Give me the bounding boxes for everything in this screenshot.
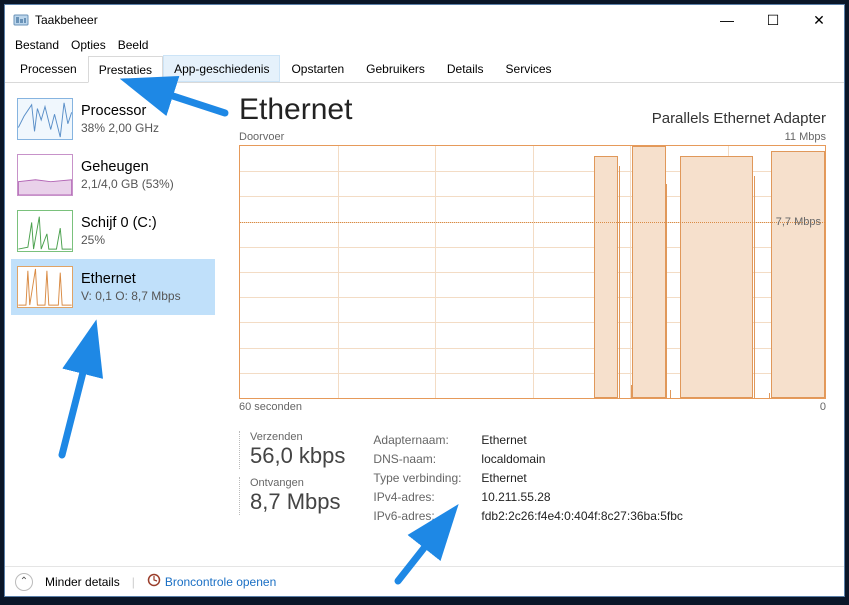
stat-value: 56,0 kbps <box>250 443 345 469</box>
titlebar: Taakbeheer — ☐ ✕ <box>5 5 844 35</box>
stats-row: Verzenden56,0 kbps Ontvangen8,7 Mbps Adap… <box>239 431 826 526</box>
content-area: Processor38% 2,00 GHzGeheugen2,1/4,0 GB … <box>5 83 844 567</box>
chart-x-left: 60 seconden <box>239 401 302 413</box>
footer: ⌃ Minder details | Broncontrole openen <box>5 566 844 596</box>
detail-key: Adapternaam: <box>373 431 481 450</box>
sidebar-item-mem[interactable]: Geheugen2,1/4,0 GB (53%) <box>11 147 215 203</box>
footer-divider: | <box>132 575 135 589</box>
detail-value: Ethernet <box>481 469 526 488</box>
tab-details[interactable]: Details <box>436 55 495 82</box>
detail-key: IPv4-adres: <box>373 488 481 507</box>
detail-row: Adapternaam:Ethernet <box>373 431 683 450</box>
detail-key: DNS-naam: <box>373 450 481 469</box>
performance-sidebar: Processor38% 2,00 GHzGeheugen2,1/4,0 GB … <box>5 83 221 567</box>
sidebar-item-disk[interactable]: Schijf 0 (C:)25% <box>11 203 215 259</box>
tab-services[interactable]: Services <box>495 55 563 82</box>
menu-bestand[interactable]: Bestand <box>11 36 63 54</box>
minimize-button[interactable]: — <box>704 5 750 35</box>
sidebar-subtitle: V: 0,1 O: 8,7 Mbps <box>81 288 181 304</box>
detail-row: IPv4-adres:10.211.55.28 <box>373 488 683 507</box>
tab-processen[interactable]: Processen <box>9 55 88 82</box>
sidebar-title: Ethernet <box>81 270 181 288</box>
connection-details: Adapternaam:EthernetDNS-naam:localdomain… <box>373 431 683 526</box>
detail-key: Type verbinding: <box>373 469 481 488</box>
tab-gebruikers[interactable]: Gebruikers <box>355 55 436 82</box>
sidebar-title: Schijf 0 (C:) <box>81 214 157 232</box>
sidebar-item-cpu[interactable]: Processor38% 2,00 GHz <box>11 91 215 147</box>
maximize-button[interactable]: ☐ <box>750 5 796 35</box>
detail-value: fdb2:2c26:f4e4:0:404f:8c27:36ba:5fbc <box>481 507 683 526</box>
fewer-details-icon[interactable]: ⌃ <box>15 573 33 591</box>
resource-monitor-icon <box>147 573 161 590</box>
chart-y-max: 11 Mbps <box>785 131 826 143</box>
detail-value: Ethernet <box>481 431 526 450</box>
stat-label: Ontvangen <box>250 477 345 489</box>
cpu-thumbnail <box>17 98 73 140</box>
stat-verzenden: Verzenden56,0 kbps <box>239 431 345 469</box>
chart-y-label: Doorvoer <box>239 131 284 143</box>
resource-monitor-link[interactable]: Broncontrole openen <box>147 573 276 590</box>
detail-row: Type verbinding:Ethernet <box>373 469 683 488</box>
task-manager-window: Taakbeheer — ☐ ✕ BestandOptiesBeeld Proc… <box>4 4 845 597</box>
sidebar-item-eth[interactable]: EthernetV: 0,1 O: 8,7 Mbps <box>11 259 215 315</box>
close-button[interactable]: ✕ <box>796 5 842 35</box>
refline-label: 7,7 Mbps <box>776 216 821 228</box>
app-icon <box>13 12 29 28</box>
detail-row: IPv6-adres:fdb2:2c26:f4e4:0:404f:8c27:36… <box>373 507 683 526</box>
tab-opstarten[interactable]: Opstarten <box>280 55 355 82</box>
eth-thumbnail <box>17 266 73 308</box>
stat-label: Verzenden <box>250 431 345 443</box>
throughput-chart: Doorvoer 11 Mbps 7,7 Mbps 60 seconden 0 <box>239 131 826 417</box>
window-controls: — ☐ ✕ <box>704 5 842 35</box>
stat-ontvangen: Ontvangen8,7 Mbps <box>239 477 345 515</box>
sidebar-subtitle: 2,1/4,0 GB (53%) <box>81 176 174 192</box>
sidebar-subtitle: 25% <box>81 232 157 248</box>
disk-thumbnail <box>17 210 73 252</box>
detail-value: 10.211.55.28 <box>481 488 550 507</box>
stat-value: 8,7 Mbps <box>250 489 345 515</box>
tab-strip: ProcessenPrestatiesApp-geschiedenisOpsta… <box>5 55 844 83</box>
sidebar-subtitle: 38% 2,00 GHz <box>81 120 159 136</box>
fewer-details-label[interactable]: Minder details <box>45 575 120 589</box>
tab-appgeschiedenis[interactable]: App-geschiedenis <box>163 55 280 82</box>
detail-row: DNS-naam:localdomain <box>373 450 683 469</box>
mem-thumbnail <box>17 154 73 196</box>
menubar: BestandOptiesBeeld <box>5 35 844 55</box>
detail-key: IPv6-adres: <box>373 507 481 526</box>
window-title: Taakbeheer <box>35 13 704 27</box>
chart-x-right: 0 <box>820 401 826 413</box>
sidebar-title: Processor <box>81 102 159 120</box>
adapter-name: Parallels Ethernet Adapter <box>652 110 826 127</box>
resource-monitor-label: Broncontrole openen <box>165 575 276 589</box>
tab-prestaties[interactable]: Prestaties <box>88 56 163 83</box>
menu-beeld[interactable]: Beeld <box>114 36 153 54</box>
sidebar-title: Geheugen <box>81 158 174 176</box>
main-panel: Ethernet Parallels Ethernet Adapter Door… <box>221 83 844 567</box>
chart-box: 7,7 Mbps <box>239 145 826 399</box>
detail-value: localdomain <box>481 450 545 469</box>
menu-opties[interactable]: Opties <box>67 36 110 54</box>
page-title: Ethernet <box>239 93 352 127</box>
